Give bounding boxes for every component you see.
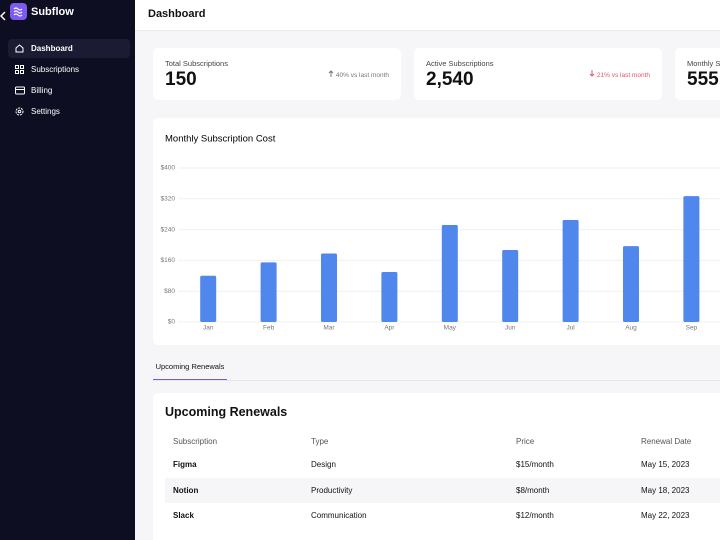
y-tick-label: $240 (161, 226, 176, 233)
tab[interactable]: Upcoming Renewals (153, 362, 227, 380)
y-tick-label: $400 (161, 165, 176, 172)
brand: Subflow (31, 6, 74, 18)
chart-title: Monthly Subscription Cost (165, 134, 276, 145)
row-stripe (165, 478, 720, 503)
bar (623, 246, 639, 322)
table-cell: Productivity (311, 485, 353, 495)
bar (381, 271, 398, 322)
table-cell: Design (311, 460, 336, 469)
table-cell: May 18, 2023 (641, 485, 690, 495)
x-tick-label: Feb (263, 325, 275, 332)
y-tick-label: $320 (161, 196, 176, 203)
stat-label: Total Subscriptions (165, 59, 228, 68)
bar (502, 250, 519, 322)
bar (441, 224, 458, 322)
nav-label: Settings (31, 107, 60, 116)
table-cell: $15/month (516, 460, 554, 469)
x-tick-label: Mar (323, 325, 335, 332)
chart-card: Monthly Subscription Cost $0 $80 $160 $240 $… (153, 118, 720, 345)
x-tick-label: Jun (505, 325, 516, 332)
column-header: Price (516, 437, 535, 446)
nav-label: Subscriptions (31, 65, 80, 74)
x-tick-label: Jan (203, 325, 214, 332)
table-cell: Notion (173, 485, 199, 495)
y-tick-label: $0 (168, 319, 176, 326)
stat-card: Monthly S 555 (675, 48, 720, 100)
stat-card: Total Subscriptions 150 40% vs last mont… (153, 48, 401, 100)
nav-item[interactable]: Settings (8, 102, 130, 121)
main: Dashboard Total Subscriptions 150 40% vs… (135, 0, 720, 540)
down-arrow (589, 70, 595, 77)
nav-label: Billing (31, 86, 53, 95)
column-header: Type (311, 437, 329, 446)
bar (562, 219, 579, 322)
stat-label: Active Subscriptions (426, 59, 494, 68)
topbar: Dashboard (135, 0, 720, 31)
table-cell: May 22, 2023 (641, 511, 690, 520)
page-title: Dashboard (148, 8, 206, 20)
x-tick-label: Jul (566, 325, 575, 332)
stat-value: 150 (165, 69, 197, 90)
bar (260, 262, 277, 322)
nav-label: Dashboard (31, 44, 73, 53)
table-cell: $8/month (516, 485, 550, 495)
table-cell: May 15, 2023 (641, 460, 690, 469)
nav-item[interactable]: Dashboard (8, 39, 130, 58)
bar (683, 196, 700, 322)
y-tick-label: $160 (161, 257, 176, 264)
stat-card: Active Subscriptions 2,540 21% vs last m… (414, 48, 662, 100)
up-arrow (328, 70, 334, 77)
table-cell: Slack (173, 511, 194, 520)
bar (200, 275, 217, 322)
bar (321, 253, 337, 322)
stat-change-text: 40% vs last month (335, 72, 389, 79)
logo (10, 3, 27, 20)
y-tick-label: $80 (164, 288, 175, 295)
collapse-icon[interactable] (0, 11, 8, 21)
x-tick-label: Apr (384, 325, 395, 332)
stat-change-text: 21% vs last month (596, 72, 650, 79)
nav-item[interactable]: Billing (8, 81, 130, 100)
table-cell: Figma (173, 460, 197, 469)
table-cell: $12/month (516, 511, 554, 520)
table-title: Upcoming Renewals (165, 405, 288, 419)
stat-label: Monthly S (687, 59, 720, 68)
table-cell: Communication (311, 511, 367, 520)
column-header: Subscription (173, 437, 218, 446)
stat-change: 40% vs last month (328, 70, 389, 79)
x-tick-label: Sep (686, 325, 698, 332)
column-header: Renewal Date (641, 437, 692, 446)
table-card: Upcoming Renewals Subscription Type Pric… (153, 393, 720, 540)
tab-divider (153, 380, 720, 381)
stat-change: 21% vs last month (589, 70, 650, 79)
chart: Monthly Subscription Cost $0 $80 $160 $240 $… (161, 134, 720, 332)
stat-value: 555 (687, 69, 719, 90)
sidebar: Subflow Dashboard Subscriptions Billing … (0, 0, 135, 540)
stat-value: 2,540 (426, 69, 474, 90)
x-tick-label: May (444, 325, 457, 332)
nav-item[interactable]: Subscriptions (8, 60, 130, 79)
x-tick-label: Aug (625, 325, 637, 332)
